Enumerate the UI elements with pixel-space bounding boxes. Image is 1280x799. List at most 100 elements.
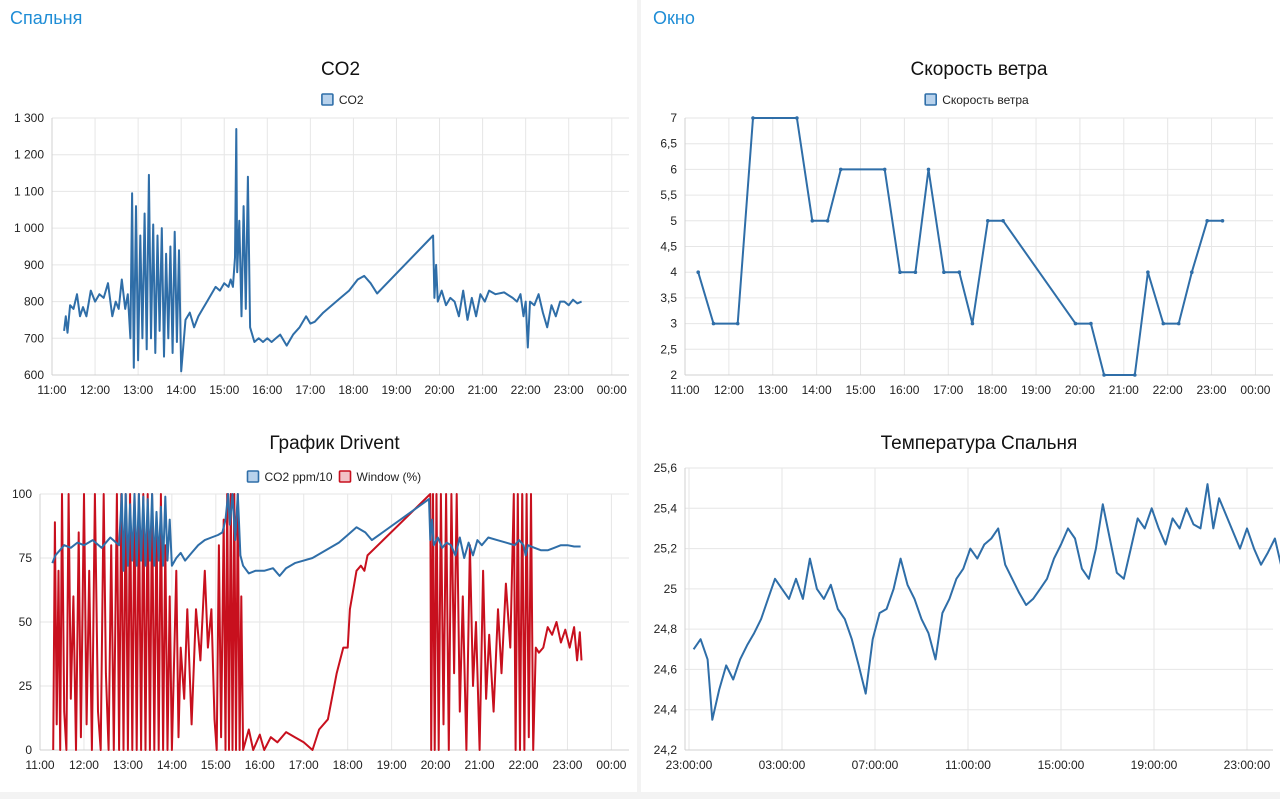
panel-title-spalnya: Спальня xyxy=(10,8,83,28)
legend-item[interactable]: Window (%) xyxy=(338,470,422,484)
x-tick-label: 23:00 xyxy=(552,758,582,772)
y-tick-label: 800 xyxy=(24,295,44,309)
data-point xyxy=(1073,321,1078,326)
y-tick-label: 600 xyxy=(24,368,44,382)
series-line-drivent-1 xyxy=(51,493,581,577)
x-tick-label: 19:00 xyxy=(381,383,411,397)
x-tick-label: 23:00:00 xyxy=(1224,758,1271,772)
y-tick-label: 900 xyxy=(24,258,44,272)
data-point xyxy=(1161,321,1166,326)
data-point xyxy=(970,321,975,326)
x-tick-label: 17:00 xyxy=(933,383,963,397)
data-point xyxy=(957,270,962,275)
y-tick-label: 25,2 xyxy=(654,542,678,556)
y-tick-label: 1 300 xyxy=(14,111,44,125)
y-tick-label: 50 xyxy=(19,615,33,629)
x-tick-label: 14:00 xyxy=(166,383,196,397)
x-tick-label: 19:00:00 xyxy=(1131,758,1178,772)
data-point xyxy=(1190,270,1194,275)
x-tick-label: 11:00 xyxy=(25,758,54,772)
x-tick-label: 21:00 xyxy=(465,758,495,772)
x-tick-label: 22:00 xyxy=(508,758,538,772)
x-tick-label: 16:00 xyxy=(245,758,275,772)
charts-right: Скорость ветра Скорость ветра 2 2,5 3 3,5 4 4,5… xyxy=(654,59,1280,772)
x-tick-label: 21:00 xyxy=(1109,383,1139,397)
data-point xyxy=(942,270,946,275)
chart-wind: Скорость ветра Скорость ветра 2 2,5 3 3,5 4 4,5… xyxy=(660,59,1273,397)
data-point xyxy=(986,219,990,223)
chart-title: График Drivent xyxy=(269,433,400,454)
x-tick-label: 12:00 xyxy=(80,383,110,397)
panel-okno: Окно Скорость ветра Скорость ветра 2 2,5 3 3,… xyxy=(641,0,1280,792)
y-tick-label: 25 xyxy=(19,679,33,693)
x-tick-label: 18:00 xyxy=(338,383,368,397)
y-tick-label: 5 xyxy=(670,214,677,228)
y-tick-label: 1 100 xyxy=(14,184,44,198)
x-tick-label: 03:00:00 xyxy=(759,758,806,772)
y-tick-label: 2,5 xyxy=(660,342,677,356)
x-tick-label: 19:00 xyxy=(377,758,407,772)
x-tick-label: 17:00 xyxy=(289,758,319,772)
x-tick-label: 20:00 xyxy=(421,758,451,772)
data-point xyxy=(735,321,740,326)
x-tick-label: 18:00 xyxy=(977,383,1007,397)
legend-item[interactable]: CO2 xyxy=(321,93,364,107)
y-tick-label: 24,4 xyxy=(654,703,678,717)
data-point xyxy=(913,270,918,275)
data-point xyxy=(1089,321,1093,326)
x-tick-label: 23:00 xyxy=(1197,383,1227,397)
y-tick-label: 3,5 xyxy=(660,291,677,305)
y-tick-label: 100 xyxy=(12,487,32,501)
y-tick-label: 4,5 xyxy=(660,240,677,254)
series-line-temp-0 xyxy=(692,483,1280,721)
data-point xyxy=(1001,219,1005,223)
x-tick-label: 00:00 xyxy=(1240,383,1270,397)
y-tick-label: 24,6 xyxy=(654,662,678,676)
data-point xyxy=(1133,373,1137,377)
x-tick-label: 12:00 xyxy=(69,758,99,772)
y-tick-label: 6 xyxy=(670,162,677,176)
y-tick-label: 25,6 xyxy=(654,461,678,475)
y-tick-label: 2 xyxy=(670,368,677,382)
legend-label: CO2 ppm/10 xyxy=(265,470,333,484)
x-tick-label: 15:00 xyxy=(209,383,239,397)
legend-label: Скорость ветра xyxy=(942,93,1029,107)
y-tick-label: 24,8 xyxy=(654,622,678,636)
y-tick-label: 3 xyxy=(670,317,677,331)
panel-title-okno: Окно xyxy=(653,8,695,28)
x-tick-label: 19:00 xyxy=(1021,383,1051,397)
y-tick-label: 5,5 xyxy=(660,188,677,202)
data-point xyxy=(696,270,700,275)
chart-drivent: График Drivent CO2 ppm/10 Window (%) 0 25 50 7… xyxy=(12,433,629,772)
data-point xyxy=(1176,321,1181,326)
y-tick-label: 24,2 xyxy=(654,743,678,757)
y-tick-label: 25 xyxy=(664,582,678,596)
x-tick-label: 18:00 xyxy=(333,758,363,772)
chart-title: CO2 xyxy=(321,59,360,80)
legend-label: Window (%) xyxy=(357,470,422,484)
y-tick-label: 6,5 xyxy=(660,137,677,151)
y-tick-label: 1 000 xyxy=(14,221,44,235)
legend-item[interactable]: CO2 ppm/10 xyxy=(246,470,333,484)
x-tick-label: 11:00 xyxy=(37,383,66,397)
y-tick-label: 75 xyxy=(19,551,33,565)
y-tick-label: 0 xyxy=(25,743,32,757)
data-point xyxy=(1205,219,1209,223)
x-tick-label: 11:00:00 xyxy=(945,758,991,772)
series-line-co2-0 xyxy=(63,128,582,373)
x-tick-label: 17:00 xyxy=(295,383,325,397)
legend-item[interactable]: Скорость ветра xyxy=(924,93,1029,107)
x-tick-label: 20:00 xyxy=(425,383,455,397)
x-tick-label: 13:00 xyxy=(123,383,153,397)
x-tick-label: 15:00:00 xyxy=(1038,758,1085,772)
x-tick-label: 22:00 xyxy=(511,383,541,397)
y-tick-label: 1 200 xyxy=(14,148,44,162)
chart-title: Скорость ветра xyxy=(911,59,1048,80)
x-tick-label: 13:00 xyxy=(758,383,788,397)
x-tick-label: 14:00 xyxy=(802,383,832,397)
x-tick-label: 15:00 xyxy=(201,758,231,772)
data-point xyxy=(795,116,799,120)
data-point xyxy=(825,219,830,223)
data-point xyxy=(1102,373,1106,377)
x-tick-label: 00:00 xyxy=(597,383,627,397)
